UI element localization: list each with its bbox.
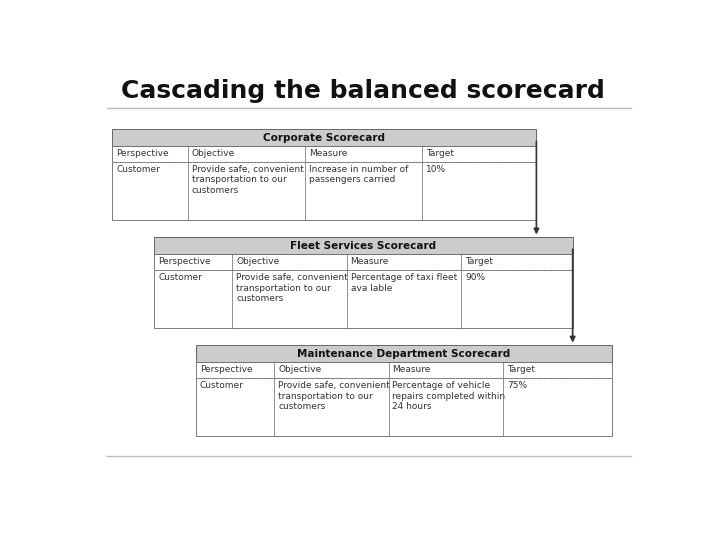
Text: Measure: Measure — [351, 258, 389, 266]
Text: 75%: 75% — [507, 381, 527, 390]
Text: Target: Target — [507, 366, 535, 375]
Text: Target: Target — [426, 149, 454, 158]
Text: Percentage of taxi fleet
ava lable: Percentage of taxi fleet ava lable — [351, 273, 456, 293]
Bar — [112, 161, 536, 220]
Text: Corporate Scorecard: Corporate Scorecard — [264, 132, 385, 143]
Text: Increase in number of
passengers carried: Increase in number of passengers carried — [309, 165, 408, 184]
Text: 10%: 10% — [426, 165, 446, 174]
Bar — [112, 146, 536, 161]
Text: Customer: Customer — [116, 165, 160, 174]
Text: Objective: Objective — [278, 366, 321, 375]
Bar — [154, 270, 572, 328]
Bar — [196, 362, 612, 378]
Text: Provide safe, convenient
transportation to our
customers: Provide safe, convenient transportation … — [278, 381, 390, 411]
Text: Measure: Measure — [392, 366, 431, 375]
Text: Perspective: Perspective — [158, 258, 211, 266]
Text: Percentage of vehicle
repairs completed within
24 hours: Percentage of vehicle repairs completed … — [392, 381, 505, 411]
Bar — [154, 238, 572, 254]
Text: Perspective: Perspective — [200, 366, 253, 375]
Text: Measure: Measure — [309, 149, 347, 158]
Text: Provide safe, convenient
transportation to our
customers: Provide safe, convenient transportation … — [192, 165, 303, 195]
Text: Perspective: Perspective — [116, 149, 169, 158]
Text: 90%: 90% — [465, 273, 485, 282]
Bar — [196, 346, 612, 362]
Text: Provide safe, convenient
transportation to our
customers: Provide safe, convenient transportation … — [236, 273, 348, 303]
Text: Cascading the balanced scorecard: Cascading the balanced scorecard — [121, 79, 605, 103]
Text: Objective: Objective — [192, 149, 235, 158]
Text: Objective: Objective — [236, 258, 279, 266]
Bar — [112, 129, 536, 146]
Text: Target: Target — [465, 258, 493, 266]
Bar — [196, 378, 612, 436]
Text: Customer: Customer — [200, 381, 244, 390]
Bar — [154, 254, 572, 270]
Text: Fleet Services Scorecard: Fleet Services Scorecard — [290, 241, 436, 251]
Text: Maintenance Department Scorecard: Maintenance Department Scorecard — [297, 349, 510, 359]
Text: Customer: Customer — [158, 273, 202, 282]
